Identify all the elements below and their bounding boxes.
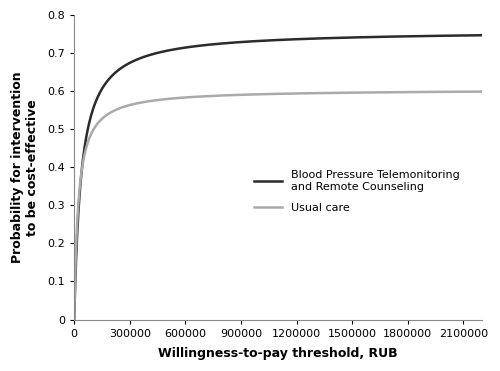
Usual care xyxy=(228,93,234,98)
Line: Usual care: Usual care xyxy=(74,92,482,319)
Blood Pressure Telemonitoring
and Remote Counseling xyxy=(99,87,105,91)
Usual care xyxy=(170,96,175,101)
Blood Pressure Telemonitoring
and Remote Counseling xyxy=(228,40,234,45)
Usual care xyxy=(292,91,298,96)
Blood Pressure Telemonitoring
and Remote Counseling xyxy=(292,37,298,42)
Line: Blood Pressure Telemonitoring
and Remote Counseling: Blood Pressure Telemonitoring and Remote… xyxy=(74,35,482,319)
Blood Pressure Telemonitoring
and Remote Counseling xyxy=(316,36,322,40)
Legend: Blood Pressure Telemonitoring
and Remote Counseling, Usual care: Blood Pressure Telemonitoring and Remote… xyxy=(250,166,464,217)
Usual care xyxy=(316,91,322,95)
Usual care xyxy=(374,90,380,95)
Usual care xyxy=(99,116,105,121)
Blood Pressure Telemonitoring
and Remote Counseling xyxy=(374,35,380,39)
Blood Pressure Telemonitoring
and Remote Counseling xyxy=(479,33,485,37)
Usual care xyxy=(479,89,485,94)
Y-axis label: Probability for intervention
to be cost-effective: Probability for intervention to be cost-… xyxy=(11,72,39,263)
X-axis label: Willingness-to-pay threshold, RUB: Willingness-to-pay threshold, RUB xyxy=(158,347,398,360)
Blood Pressure Telemonitoring
and Remote Counseling xyxy=(71,317,77,322)
Usual care xyxy=(71,317,77,322)
Blood Pressure Telemonitoring
and Remote Counseling xyxy=(170,47,175,52)
